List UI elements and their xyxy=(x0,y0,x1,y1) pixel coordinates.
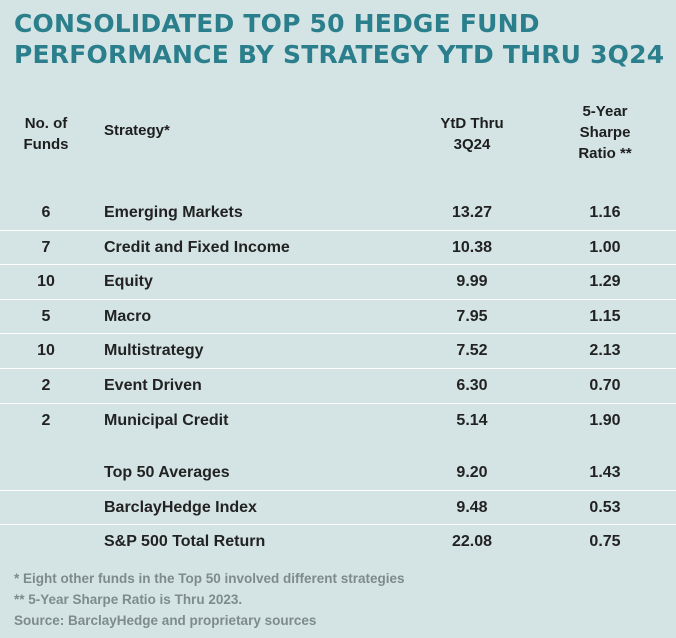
cell-ytd: 7.95 xyxy=(456,307,488,325)
cell-ytd: 9.99 xyxy=(456,273,488,291)
cell-strategy: Credit and Fixed Income xyxy=(104,238,290,256)
cell-strategy: S&P 500 Total Return xyxy=(104,533,266,551)
cell-sharpe: 1.16 xyxy=(589,204,621,221)
cell-sharpe: 1.29 xyxy=(589,273,621,291)
cell-strategy: Top 50 Averages xyxy=(104,464,230,482)
table-row: 6 Emerging Markets 13.27 1.16 xyxy=(0,196,676,231)
cell-funds xyxy=(14,456,78,490)
table-row: 7 Credit and Fixed Income 10.38 1.00 xyxy=(0,231,676,266)
cell-funds: 5 xyxy=(41,307,51,325)
cell-sharpe: 0.70 xyxy=(589,376,621,394)
column-header-sharpe: 5-Year Sharpe Ratio ** xyxy=(578,103,632,162)
footnote-sharpe: ** 5-Year Sharpe Ratio is Thru 2023. xyxy=(14,592,243,607)
cell-strategy: Multistrategy xyxy=(104,342,204,360)
cell-ytd: 6.30 xyxy=(456,376,488,394)
column-header-strategy: Strategy* xyxy=(104,122,170,139)
cell-funds: 10 xyxy=(37,342,55,360)
cell-strategy: Macro xyxy=(104,307,152,325)
footnote-source: Source: BarclayHedge and proprietary sou… xyxy=(14,613,317,628)
cell-strategy: Event Driven xyxy=(104,376,202,394)
table-row: 10 Equity 9.99 1.29 xyxy=(0,265,676,300)
cell-funds xyxy=(14,525,78,559)
footnotes: * Eight other funds in the Top 50 involv… xyxy=(14,568,405,631)
cell-sharpe: 0.75 xyxy=(589,533,621,551)
footnote-strategies: * Eight other funds in the Top 50 involv… xyxy=(14,571,405,586)
cell-funds: 2 xyxy=(41,376,51,394)
cell-funds: 10 xyxy=(37,273,55,291)
summary-row: BarclayHedge Index 9.48 0.53 xyxy=(0,491,676,526)
cell-sharpe: 1.43 xyxy=(589,464,621,482)
cell-ytd: 10.38 xyxy=(451,238,493,256)
summary-row: Top 50 Averages 9.20 1.43 xyxy=(0,456,676,491)
cell-ytd: 22.08 xyxy=(451,533,493,551)
table-row: 2 Event Driven 6.30 0.70 xyxy=(0,369,676,404)
title-line-1: CONSOLIDATED TOP 50 HEDGE FUND xyxy=(14,9,540,38)
cell-funds: 2 xyxy=(41,411,51,429)
page-title: CONSOLIDATED TOP 50 HEDGE FUND PERFORMAN… xyxy=(14,8,664,70)
column-header-ytd: YtD Thru 3Q24 xyxy=(440,115,504,153)
cell-funds xyxy=(14,491,78,525)
strategy-table: 6 Emerging Markets 13.27 1.16 7 Credit a… xyxy=(0,196,676,560)
cell-ytd: 5.14 xyxy=(456,411,488,429)
cell-ytd: 13.27 xyxy=(451,204,493,221)
cell-strategy: Emerging Markets xyxy=(104,204,243,221)
cell-sharpe: 1.15 xyxy=(589,307,621,325)
table-row: 10 Multistrategy 7.52 2.13 xyxy=(0,334,676,369)
summary-row: S&P 500 Total Return 22.08 0.75 xyxy=(0,525,676,560)
cell-funds: 7 xyxy=(41,238,51,256)
cell-strategy: Equity xyxy=(104,273,153,291)
title-line-2: PERFORMANCE BY STRATEGY YTD THRU 3Q24 xyxy=(14,40,665,69)
table-row: 5 Macro 7.95 1.15 xyxy=(0,300,676,335)
table-row: 2 Municipal Credit 5.14 1.90 xyxy=(0,404,676,439)
cell-sharpe: 1.90 xyxy=(589,411,621,429)
cell-funds: 6 xyxy=(41,204,51,221)
cell-sharpe: 1.00 xyxy=(589,238,621,256)
column-header-funds: No. of Funds xyxy=(23,115,69,153)
cell-sharpe: 0.53 xyxy=(589,498,621,516)
cell-strategy: Municipal Credit xyxy=(104,411,229,429)
cell-ytd: 9.48 xyxy=(456,498,488,516)
cell-strategy: BarclayHedge Index xyxy=(104,498,257,516)
cell-ytd: 7.52 xyxy=(456,342,488,360)
section-gap xyxy=(0,438,676,456)
cell-ytd: 9.20 xyxy=(456,464,488,482)
cell-sharpe: 2.13 xyxy=(589,342,621,360)
